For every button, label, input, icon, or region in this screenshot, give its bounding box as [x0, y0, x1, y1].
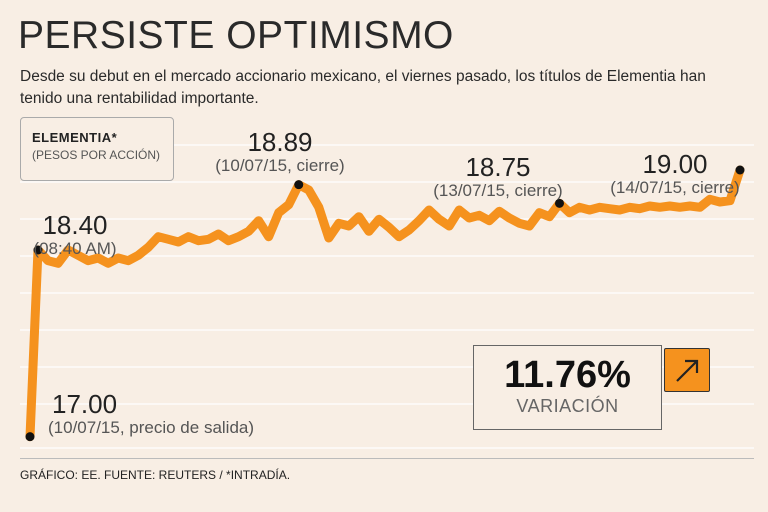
annotation-value: 17.00 [52, 389, 118, 419]
series-line-elementia [25, 165, 745, 442]
chart-title: PERSISTE OPTIMISMO [18, 14, 454, 57]
footer-source: GRÁFICO: EE. FUENTE: REUTERS / *INTRADÍA… [20, 468, 291, 482]
data-point-marker [554, 198, 564, 208]
annotation-close-day3: 19.00 (14/07/15, cierre) [598, 150, 752, 198]
arrow-up-right-icon [664, 348, 710, 392]
chart-subtitle: Desde su debut en el mercado accionario … [20, 68, 706, 107]
variation-box: 11.76% VARIACIÓN [473, 345, 662, 430]
legend-series-name: ELEMENTIA* [32, 130, 118, 145]
variation-label: VARIACIÓN [516, 396, 619, 416]
data-point-marker [25, 432, 35, 442]
legend: ELEMENTIA* (PESOS POR ACCIÓN) [20, 117, 174, 181]
annotation-date: (13/07/15, cierre) [433, 181, 563, 200]
annotation-start: 17.00 (10/07/15, precio de salida) [48, 389, 254, 438]
annotation-value: 18.89 [247, 127, 313, 157]
data-point-marker [33, 245, 43, 255]
annotation-date: (08:40 AM) [33, 239, 117, 258]
annotation-value: 19.00 [642, 149, 708, 179]
annotation-date: (10/07/15, precio de salida) [48, 418, 255, 437]
data-point-marker [294, 180, 304, 190]
annotation-close-day1: 18.89 (10/07/15, cierre) [195, 128, 365, 176]
annotation-value: 18.40 [42, 210, 108, 240]
legend-unit: (PESOS POR ACCIÓN) [32, 148, 161, 162]
footer-divider [20, 458, 754, 459]
annotation-date: (14/07/15, cierre) [610, 178, 740, 197]
data-point-marker [735, 165, 745, 175]
annotation-open: 18.40 (08:40 AM) [20, 211, 130, 259]
annotation-value: 18.75 [465, 152, 531, 182]
variation-percent: 11.76% [504, 354, 631, 396]
annotation-date: (10/07/15, cierre) [215, 156, 345, 175]
annotation-close-day2: 18.75 (13/07/15, cierre) [418, 153, 578, 201]
